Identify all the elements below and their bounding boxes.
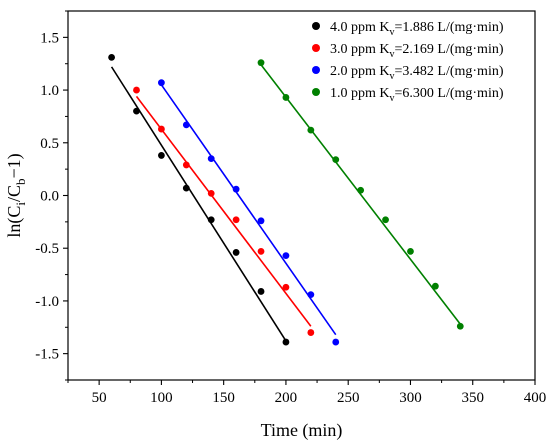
data-point [257,247,265,255]
legend-entry: 2.0 ppm Kv=3.482 L/(mg·min) [330,64,504,82]
y-label-sub-b: b [13,179,28,186]
data-point [182,184,190,192]
legend-entry: 4.0 ppm Kv=1.886 L/(mg·min) [330,20,504,38]
legend-marker [312,66,320,74]
y-axis-label: ln(Ci/Cb−1) [4,153,28,237]
x-axis-label: Time (min) [261,420,343,441]
data-point [332,338,340,346]
data-point [158,125,165,133]
y-tick-label: -1.5 [35,347,59,363]
legend-sub: v [390,71,395,82]
series-2 [133,86,315,336]
data-point [108,53,115,61]
legend-sub: v [390,27,395,38]
data-point [207,155,215,163]
data-point [232,216,240,224]
legend-pre: 3.0 ppm K [330,42,390,57]
data-point [282,338,290,346]
legend-post: =2.169 L/(mg·min) [395,42,504,57]
data-point [456,322,464,330]
data-point [207,216,215,224]
data-point [133,86,140,94]
fit-line [135,95,312,327]
y-tick-label: 1.5 [40,30,59,46]
data-point [182,121,190,129]
y-tick-label: 0.5 [40,136,59,152]
x-tick-label: 50 [92,390,107,406]
y-tick-label: 1.0 [40,83,59,99]
series-4 [257,59,464,330]
data-point [357,186,365,194]
data-point [332,156,340,164]
y-label-mid: /C [4,185,24,202]
legend-entry: 3.0 ppm Kv=2.169 L/(mg·min) [330,42,504,60]
legend-post: =3.482 L/(mg·min) [395,64,504,79]
data-point [232,185,240,193]
y-tick-label: -1.0 [35,294,59,310]
y-label-base: ln(C [4,206,25,238]
data-point [307,291,315,299]
data-point [232,249,240,256]
x-tick-label: 400 [524,390,547,406]
data-point [431,282,439,290]
legend-marker [312,88,320,96]
legend-marker [312,44,320,52]
data-point [158,152,165,159]
data-point [133,107,140,115]
legend-entry: 1.0 ppm Kv=6.300 L/(mg·min) [330,86,504,104]
y-label-tail: −1) [4,153,25,178]
x-tick-label: 200 [275,390,298,406]
data-point [282,94,290,101]
x-tick-label: 300 [399,390,422,406]
fit-line [160,84,337,336]
y-label-sub-i: i [13,202,28,206]
data-point [158,79,165,87]
x-tick-label: 350 [461,390,484,406]
y-tick-label: 0.0 [40,189,59,205]
data-point [182,161,190,169]
data-point [307,126,315,134]
data-point [207,189,215,197]
data-point [282,252,290,259]
fit-line [260,64,461,325]
legend-sub: v [390,49,395,60]
data-point [382,216,389,224]
series-1 [108,53,290,346]
legend-post: =6.300 L/(mg·min) [395,86,504,101]
data-point [282,283,290,291]
data-point [257,288,265,295]
legend-marker [312,22,320,30]
data-point [407,247,414,255]
fit-line [110,66,287,342]
x-tick-label: 150 [212,390,235,406]
data-point [257,59,265,67]
x-tick-label: 250 [337,390,360,406]
legend: 4.0 ppm Kv=1.886 L/(mg·min)3.0 ppm Kv=2.… [312,20,504,104]
data-point [307,329,315,336]
y-tick-label: -0.5 [35,241,59,257]
legend-pre: 2.0 ppm K [330,64,390,79]
data-point [257,217,265,225]
legend-pre: 1.0 ppm K [330,86,390,101]
legend-pre: 4.0 ppm K [330,20,390,35]
series-3 [158,79,340,346]
legend-post: =1.886 L/(mg·min) [395,20,504,35]
x-tick-label: 100 [150,390,173,406]
legend-sub: v [390,93,395,104]
